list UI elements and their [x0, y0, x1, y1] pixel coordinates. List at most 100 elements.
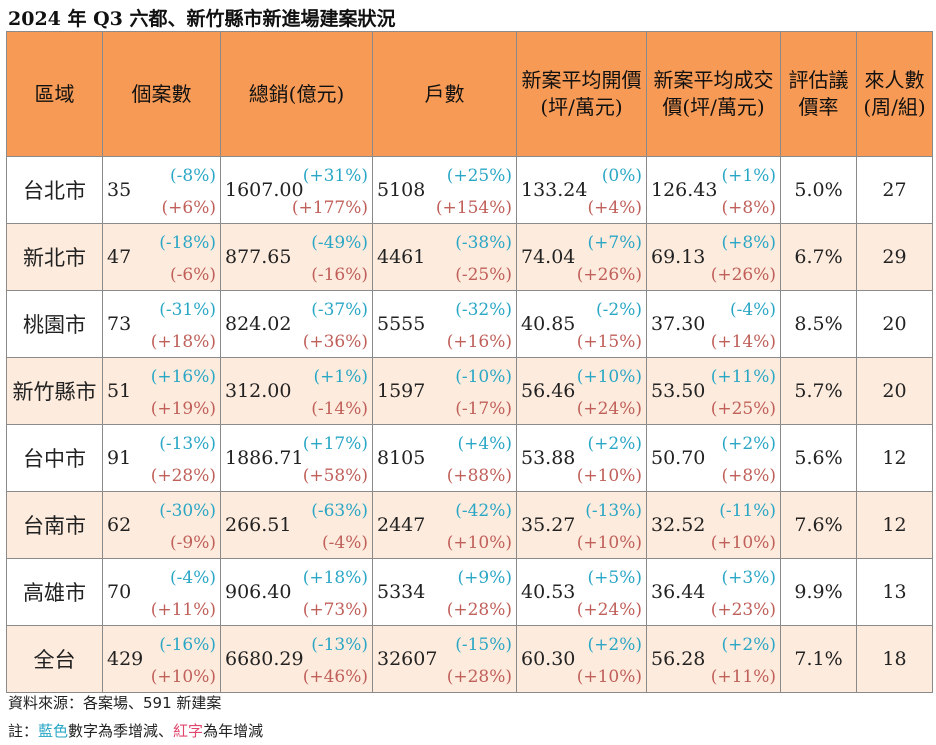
year-change: (+4%): [588, 192, 642, 224]
value-text: 5555: [377, 313, 425, 335]
region-cell: 台北市: [7, 157, 103, 224]
year-change: (+46%): [303, 661, 368, 693]
year-change: (+26%): [577, 259, 642, 291]
bargain-rate-cell: 6.7%: [781, 224, 857, 291]
year-change: (+23%): [711, 594, 776, 626]
visitors-cell: 20: [857, 358, 933, 425]
year-change: (+11%): [711, 661, 776, 693]
region-cell: 台中市: [7, 425, 103, 492]
year-change: (+6%): [162, 192, 216, 224]
value-text: 73: [107, 313, 131, 335]
year-change: (+8%): [722, 460, 776, 492]
value-text: 824.02: [225, 313, 291, 335]
table-row: 新北市 47 (-18%) (-6%) 877.65 (-49%) (-16%) 4461 (-…: [7, 224, 933, 291]
deal-price-cell: 36.44 (+3%) (+23%): [647, 559, 781, 626]
quarter-change: (+16%): [151, 361, 216, 393]
quarter-change: (-11%): [711, 495, 776, 527]
quarter-change: (+2%): [711, 629, 776, 661]
deal-price-cell: 126.43 (+1%) (+8%): [647, 157, 781, 224]
quarter-change: (+2%): [722, 428, 776, 460]
year-change: (+10%): [711, 527, 776, 559]
quarter-change: (+2%): [577, 428, 642, 460]
units-cell: 5108 (+25%) (+154%): [373, 157, 517, 224]
value-text: 35.27: [521, 514, 575, 536]
ask-price-cell: 40.85 (-2%) (+15%): [517, 291, 647, 358]
year-change: (+15%): [577, 326, 642, 358]
value-text: 35: [107, 179, 131, 201]
value-text: 56.46: [521, 380, 575, 402]
year-change: (+14%): [711, 326, 776, 358]
value-text: 51: [107, 380, 131, 402]
quarter-change: (-4%): [711, 294, 776, 326]
note-prefix: 註：: [8, 722, 38, 740]
year-change: (-6%): [159, 259, 216, 291]
year-change: (+154%): [436, 192, 512, 224]
value-text: 5108: [377, 179, 425, 201]
quarter-change: (-13%): [577, 495, 642, 527]
deal-price-cell: 56.28 (+2%) (+11%): [647, 626, 781, 693]
visitors-cell: 12: [857, 492, 933, 559]
quarter-change: (-30%): [159, 495, 216, 527]
col-header-units: 戶數: [373, 32, 517, 157]
year-change: (+8%): [722, 192, 776, 224]
bargain-rate-cell: 5.7%: [781, 358, 857, 425]
year-change: (+10%): [577, 460, 642, 492]
cases-cell: 91 (-13%) (+28%): [103, 425, 221, 492]
quarter-change: (+2%): [577, 629, 642, 661]
quarter-change: (+9%): [447, 562, 512, 594]
quarter-change: (+8%): [711, 227, 776, 259]
units-cell: 5334 (+9%) (+28%): [373, 559, 517, 626]
sales-cell: 312.00 (+1%) (-14%): [221, 358, 373, 425]
quarter-change: (-13%): [151, 428, 216, 460]
bargain-rate-cell: 5.6%: [781, 425, 857, 492]
table-row: 全台 429 (-16%) (+10%) 6680.29 (-13%) (+46%) 3260…: [7, 626, 933, 693]
value-text: 56.28: [651, 648, 705, 670]
units-cell: 5555 (-32%) (+16%): [373, 291, 517, 358]
deal-price-cell: 50.70 (+2%) (+8%): [647, 425, 781, 492]
quarter-change: (-42%): [447, 495, 512, 527]
table-row: 高雄市 70 (-4%) (+11%) 906.40 (+18%) (+73%) 5334 (+…: [7, 559, 933, 626]
quarter-change: (-37%): [303, 294, 368, 326]
value-text: 32.52: [651, 514, 705, 536]
region-cell: 全台: [7, 626, 103, 693]
ask-price-cell: 60.30 (+2%) (+10%): [517, 626, 647, 693]
col-header-region: 區域: [7, 32, 103, 157]
year-change: (-17%): [455, 393, 512, 425]
value-text: 37.30: [651, 313, 705, 335]
source-note: 資料來源：各案場、591 新建案: [8, 692, 221, 713]
note-blue-text: 藍色: [38, 722, 68, 740]
value-text: 40.53: [521, 581, 575, 603]
value-text: 60.30: [521, 648, 575, 670]
quarter-change: (-10%): [455, 361, 512, 393]
value-text: 1886.71: [225, 447, 304, 469]
value-text: 312.00: [225, 380, 291, 402]
cases-cell: 429 (-16%) (+10%): [103, 626, 221, 693]
year-change: (+58%): [303, 460, 368, 492]
year-change: (+28%): [151, 460, 216, 492]
year-change: (-9%): [159, 527, 216, 559]
value-text: 50.70: [651, 447, 705, 469]
value-text: 126.43: [651, 179, 717, 201]
table-row: 台中市 91 (-13%) (+28%) 1886.71 (+17%) (+58%) 8105…: [7, 425, 933, 492]
year-change: (+24%): [577, 393, 642, 425]
quarter-change: (-16%): [151, 629, 216, 661]
col-header-ask-price: 新案平均開價(坪/萬元): [517, 32, 647, 157]
col-header-cases: 個案數: [103, 32, 221, 157]
value-text: 53.50: [651, 380, 705, 402]
quarter-change: (+1%): [722, 160, 776, 192]
note-mid-text: 數字為季增減、: [68, 722, 173, 740]
value-text: 53.88: [521, 447, 575, 469]
year-change: (+16%): [447, 326, 512, 358]
quarter-change: (-49%): [311, 227, 368, 259]
year-change: (+18%): [151, 326, 216, 358]
value-text: 91: [107, 447, 131, 469]
value-text: 36.44: [651, 581, 705, 603]
visitors-cell: 29: [857, 224, 933, 291]
bargain-rate-cell: 5.0%: [781, 157, 857, 224]
table-row: 桃園市 73 (-31%) (+18%) 824.02 (-37%) (+36%) 5555(…: [7, 291, 933, 358]
region-cell: 台南市: [7, 492, 103, 559]
sales-cell: 906.40 (+18%) (+73%): [221, 559, 373, 626]
units-cell: 1597 (-10%) (-17%): [373, 358, 517, 425]
year-change: (-4%): [311, 527, 368, 559]
units-cell: 32607 (-15%) (+28%): [373, 626, 517, 693]
